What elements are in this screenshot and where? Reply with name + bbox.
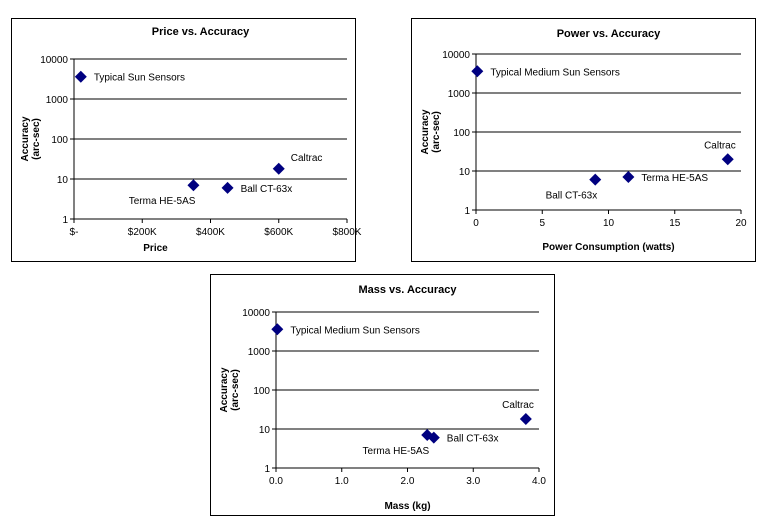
x-tick-label: 0 [473, 218, 479, 229]
data-point-label: Typical Medium Sun Sensors [490, 67, 620, 78]
power-accuracy-chart-panel: Power vs. Accuracy 1 10 100 1000 10000 0 5 10 15 2… [411, 18, 756, 262]
data-point-marker [421, 429, 434, 442]
y-tick-label: 1000 [46, 95, 69, 106]
y-axis-label: (arc-sec) [431, 111, 442, 153]
y-tick-label: 1 [62, 215, 68, 226]
x-axis-label: Power Consumption (watts) [542, 242, 674, 253]
data-point-label: Typical Medium Sun Sensors [290, 325, 420, 336]
data-point-label: Ball CT-63x [546, 191, 598, 202]
y-axis-label: Accuracy [219, 367, 230, 412]
mass-accuracy-chart-panel: Mass vs. Accuracy 1 10 100 1000 10000 0.0 1.0 2.… [210, 274, 555, 516]
y-axis-label: Accuracy [420, 109, 431, 154]
mass-accuracy-chart: Mass vs. Accuracy 1 10 100 1000 10000 0.0 1.0 2.… [219, 284, 546, 512]
y-tick-label: 10 [259, 425, 271, 436]
data-point-label: Typical Sun Sensors [94, 73, 185, 84]
data-point-label: Terma HE-5AS [641, 173, 708, 184]
price-accuracy-chart: Price vs. Accuracy 1 10 100 1000 10000 $- $200K… [20, 26, 362, 254]
chart-title: Price vs. Accuracy [152, 26, 250, 38]
y-tick-label: 10000 [442, 50, 470, 61]
x-tick-label: 5 [539, 218, 545, 229]
data-point-label: Caltrac [502, 400, 534, 411]
x-axis-label: Price [143, 243, 168, 254]
y-tick-label: 100 [51, 135, 68, 146]
data-point-marker [427, 431, 440, 444]
x-axis-label: Mass (kg) [384, 501, 430, 512]
y-tick-label: 100 [253, 386, 270, 397]
y-tick-label: 1000 [448, 89, 471, 100]
x-tick-label: 2.0 [401, 476, 415, 487]
x-tick-label: 3.0 [466, 476, 480, 487]
data-point-marker [74, 70, 87, 83]
data-point-label: Caltrac [291, 153, 323, 164]
data-point-label: Ball CT-63x [447, 434, 499, 445]
y-axis-label: Accuracy [20, 116, 31, 161]
y-tick-label: 10000 [40, 55, 68, 66]
price-accuracy-chart-panel: Price vs. Accuracy 1 10 100 1000 10000 $- $200K… [11, 18, 362, 262]
data-point-label: Terma HE-5AS [363, 446, 430, 457]
data-point-marker [187, 179, 200, 192]
x-tick-label: 10 [603, 218, 615, 229]
data-point-marker [272, 162, 285, 175]
y-tick-label: 1 [264, 464, 270, 475]
chart-title: Mass vs. Accuracy [358, 284, 457, 296]
data-point-label: Terma HE-5AS [129, 196, 196, 207]
y-axis-label: (arc-sec) [230, 369, 241, 411]
y-tick-label: 100 [453, 128, 470, 139]
x-tick-label: $600K [264, 227, 293, 238]
x-tick-label: 0.0 [269, 476, 283, 487]
data-point-label: Caltrac [704, 140, 736, 151]
y-axis-label: (arc-sec) [31, 118, 42, 160]
x-tick-label: 20 [735, 218, 747, 229]
y-tick-label: 1 [464, 206, 470, 217]
y-tick-label: 1000 [248, 347, 271, 358]
x-tick-label: $- [70, 227, 79, 238]
data-point-marker [471, 65, 484, 78]
y-tick-label: 10 [459, 167, 471, 178]
data-point-marker [622, 171, 635, 184]
x-tick-label: 1.0 [335, 476, 349, 487]
data-point-marker [221, 181, 234, 194]
power-accuracy-chart: Power vs. Accuracy 1 10 100 1000 10000 0 5 10 15 2… [420, 28, 747, 253]
x-tick-label: 4.0 [532, 476, 546, 487]
data-point-label: Ball CT-63x [241, 184, 293, 195]
chart-title: Power vs. Accuracy [557, 28, 661, 40]
x-tick-label: $200K [128, 227, 157, 238]
data-point-marker [519, 413, 532, 426]
y-tick-label: 10000 [242, 308, 270, 319]
data-point-marker [721, 153, 734, 166]
x-tick-label: $800K [333, 227, 362, 238]
data-point-marker [271, 323, 284, 336]
x-tick-label: $400K [196, 227, 225, 238]
x-tick-label: 15 [669, 218, 681, 229]
data-point-marker [589, 173, 602, 186]
y-tick-label: 10 [57, 175, 69, 186]
